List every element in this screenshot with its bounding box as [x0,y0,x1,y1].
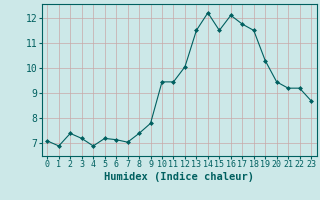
X-axis label: Humidex (Indice chaleur): Humidex (Indice chaleur) [104,172,254,182]
